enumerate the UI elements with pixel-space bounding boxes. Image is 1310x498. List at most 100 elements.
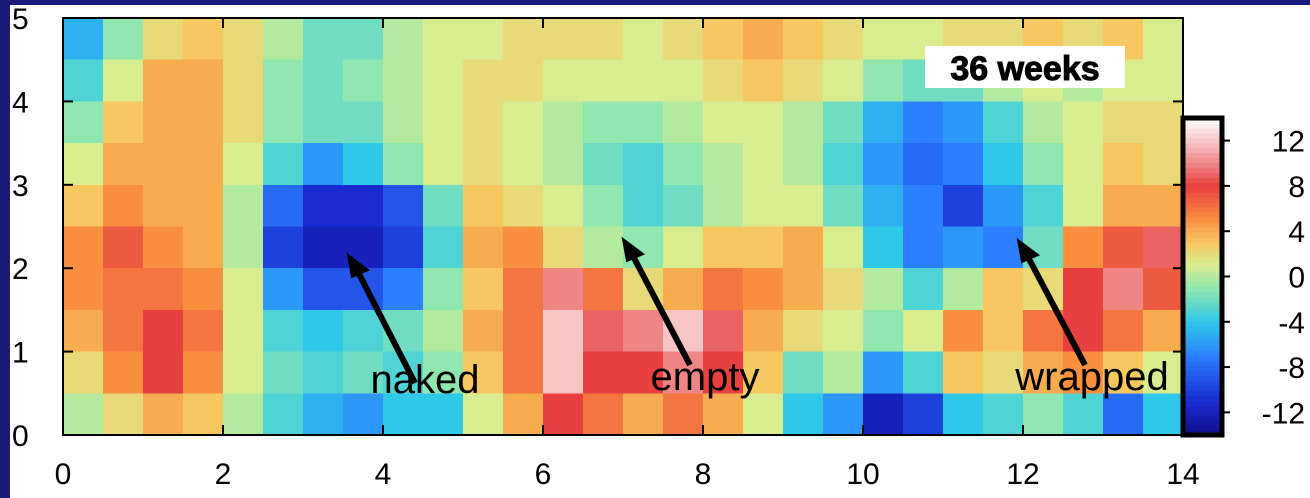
cell [743,59,784,102]
cell [623,184,664,227]
cell [1143,18,1184,61]
x-tick-label: 8 [695,458,712,491]
cell [943,351,984,394]
cell [743,268,784,311]
cell [63,18,104,61]
cell [103,309,144,353]
cell [1063,226,1104,269]
colorbar-step [1183,410,1222,416]
cell [63,351,104,394]
cell [903,351,944,394]
cell [663,184,704,227]
top-bar [0,0,1310,5]
cell [823,143,864,186]
cell [543,59,584,102]
cell [183,393,224,436]
cell [143,393,184,436]
cell [463,184,504,227]
cell [663,59,704,102]
cell [703,268,744,311]
cell [343,351,384,394]
x-tick-label: 6 [535,458,552,491]
colorbar-step [1183,122,1222,129]
colorbar-step [1183,231,1222,238]
cell [823,184,864,227]
colorbar-step [1183,222,1222,228]
cell [983,101,1024,144]
cell [863,184,904,227]
colorbar-step [1183,405,1222,411]
cell [263,184,304,227]
cell [63,101,104,144]
cell [383,184,424,227]
cell [343,101,384,144]
cell [743,351,784,394]
cell [423,268,464,311]
colorbar-step [1183,370,1222,377]
cell [543,268,584,311]
cell [463,226,504,269]
cell [303,143,344,186]
cell [903,393,944,436]
cell [1063,143,1104,186]
cell [583,184,624,227]
cell [703,18,744,61]
colorbar-tick-label: 0 [1288,262,1305,295]
cell [303,59,344,102]
cell [903,184,944,227]
cell [703,226,744,269]
cell [223,18,264,61]
colorbar-tick-label: 8 [1288,171,1305,204]
colorbar-step [1183,296,1222,302]
cell [383,226,424,269]
colorbar-step [1183,271,1222,277]
colorbar-step [1183,420,1222,426]
cell [1103,351,1144,394]
y-tick-label: 4 [12,86,29,119]
colorbar-step [1183,355,1222,362]
cell [1103,309,1144,353]
cell [1063,268,1104,311]
cell [423,226,464,269]
cell [343,59,384,102]
cell [143,184,184,227]
cell [303,226,344,269]
y-tick-label: 1 [12,337,29,370]
cell [503,184,544,227]
cell [303,309,344,353]
colorbar-tick-label: -8 [1278,352,1305,385]
cell [143,268,184,311]
cell [983,393,1024,436]
colorbar-step [1183,385,1222,391]
cell [543,393,584,436]
cell [1143,268,1184,311]
colorbar-step [1183,261,1222,268]
colorbar-step [1183,187,1222,193]
cell [743,18,784,61]
cell [223,309,264,353]
cell [823,268,864,311]
colorbar-tick-label: 12 [1272,126,1305,159]
cell [1143,393,1184,436]
y-tick-label: 3 [12,170,29,203]
cell [383,268,424,311]
arrow-head [1016,237,1040,264]
cell [903,143,944,186]
cell [943,101,984,144]
cell [1103,268,1144,311]
colorbar-step [1183,330,1222,337]
cell [543,351,584,394]
cell [263,101,304,144]
cell [143,226,184,269]
colorbar-step [1183,241,1222,248]
cell [1143,59,1184,102]
colorbar-step [1183,375,1222,382]
colorbar-step [1183,217,1222,223]
cell [423,184,464,227]
cell [583,309,624,353]
cell [503,59,544,102]
cell [663,226,704,269]
cell [423,309,464,353]
colorbar-step [1183,311,1222,317]
